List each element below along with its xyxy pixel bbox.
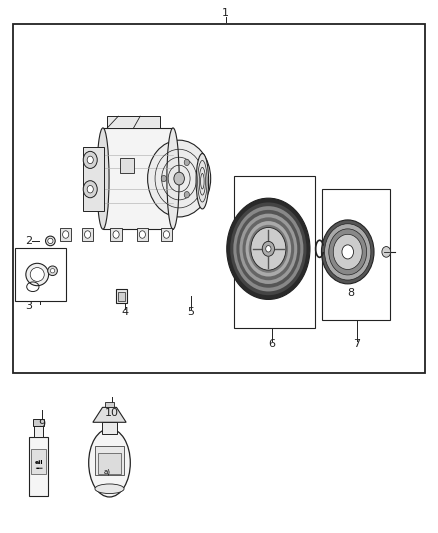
Bar [33,419,44,426]
Circle shape [382,247,391,257]
Bar [110,228,122,241]
Circle shape [184,191,189,198]
Bar [107,116,160,128]
Circle shape [342,245,353,259]
Ellipse shape [50,269,55,273]
Circle shape [87,156,93,164]
Circle shape [148,140,211,217]
Bar [103,128,173,229]
Text: 10: 10 [105,408,119,418]
Circle shape [163,231,170,238]
Circle shape [233,206,304,292]
Circle shape [240,214,297,284]
Circle shape [333,235,362,270]
Circle shape [161,175,166,182]
Text: a): a) [104,469,111,475]
Bar [29,437,48,496]
Circle shape [113,231,119,238]
Ellipse shape [196,154,208,209]
Bar [95,446,124,475]
Bar [105,402,114,407]
Circle shape [85,231,91,238]
Circle shape [184,159,189,166]
Ellipse shape [88,429,131,497]
Circle shape [243,217,294,280]
Bar [13,24,425,373]
Ellipse shape [95,484,124,494]
Circle shape [266,246,271,252]
Circle shape [139,231,145,238]
Text: 8: 8 [347,288,354,298]
Circle shape [251,228,286,270]
Bar [161,228,172,241]
Text: 2: 2 [25,236,32,246]
Polygon shape [93,407,126,422]
Bar [83,147,104,211]
Circle shape [174,172,184,185]
Bar [82,228,93,241]
Bar [15,248,66,301]
Text: 5: 5 [187,307,194,317]
Ellipse shape [46,236,55,246]
Ellipse shape [30,268,44,281]
Text: 1: 1 [222,9,229,18]
Circle shape [321,220,374,284]
Text: 7: 7 [353,339,360,349]
Ellipse shape [48,238,53,244]
Bar [322,189,390,320]
Ellipse shape [48,266,57,276]
Circle shape [329,229,367,275]
Circle shape [262,241,275,256]
Circle shape [246,221,291,277]
Ellipse shape [26,263,49,286]
Bar [137,228,148,241]
Bar [234,176,315,328]
Bar [34,425,43,437]
Circle shape [237,210,300,288]
Text: 9: 9 [38,419,45,429]
Text: eil: eil [34,459,43,465]
Ellipse shape [167,128,179,229]
Bar [102,422,117,434]
Bar [60,228,71,241]
Bar [31,449,46,474]
Text: 3: 3 [25,302,32,311]
Circle shape [325,224,371,280]
Bar [98,454,121,474]
Text: 6: 6 [268,339,275,349]
Bar [116,289,127,303]
Text: ═══: ═══ [35,467,42,471]
Circle shape [230,203,307,295]
Circle shape [227,198,310,300]
Circle shape [249,225,288,273]
Circle shape [83,151,97,168]
Bar [118,292,125,301]
Circle shape [63,231,69,238]
Circle shape [87,185,93,193]
Bar [120,158,134,173]
Circle shape [83,181,97,198]
Text: 4: 4 [121,307,128,317]
Ellipse shape [97,128,109,229]
